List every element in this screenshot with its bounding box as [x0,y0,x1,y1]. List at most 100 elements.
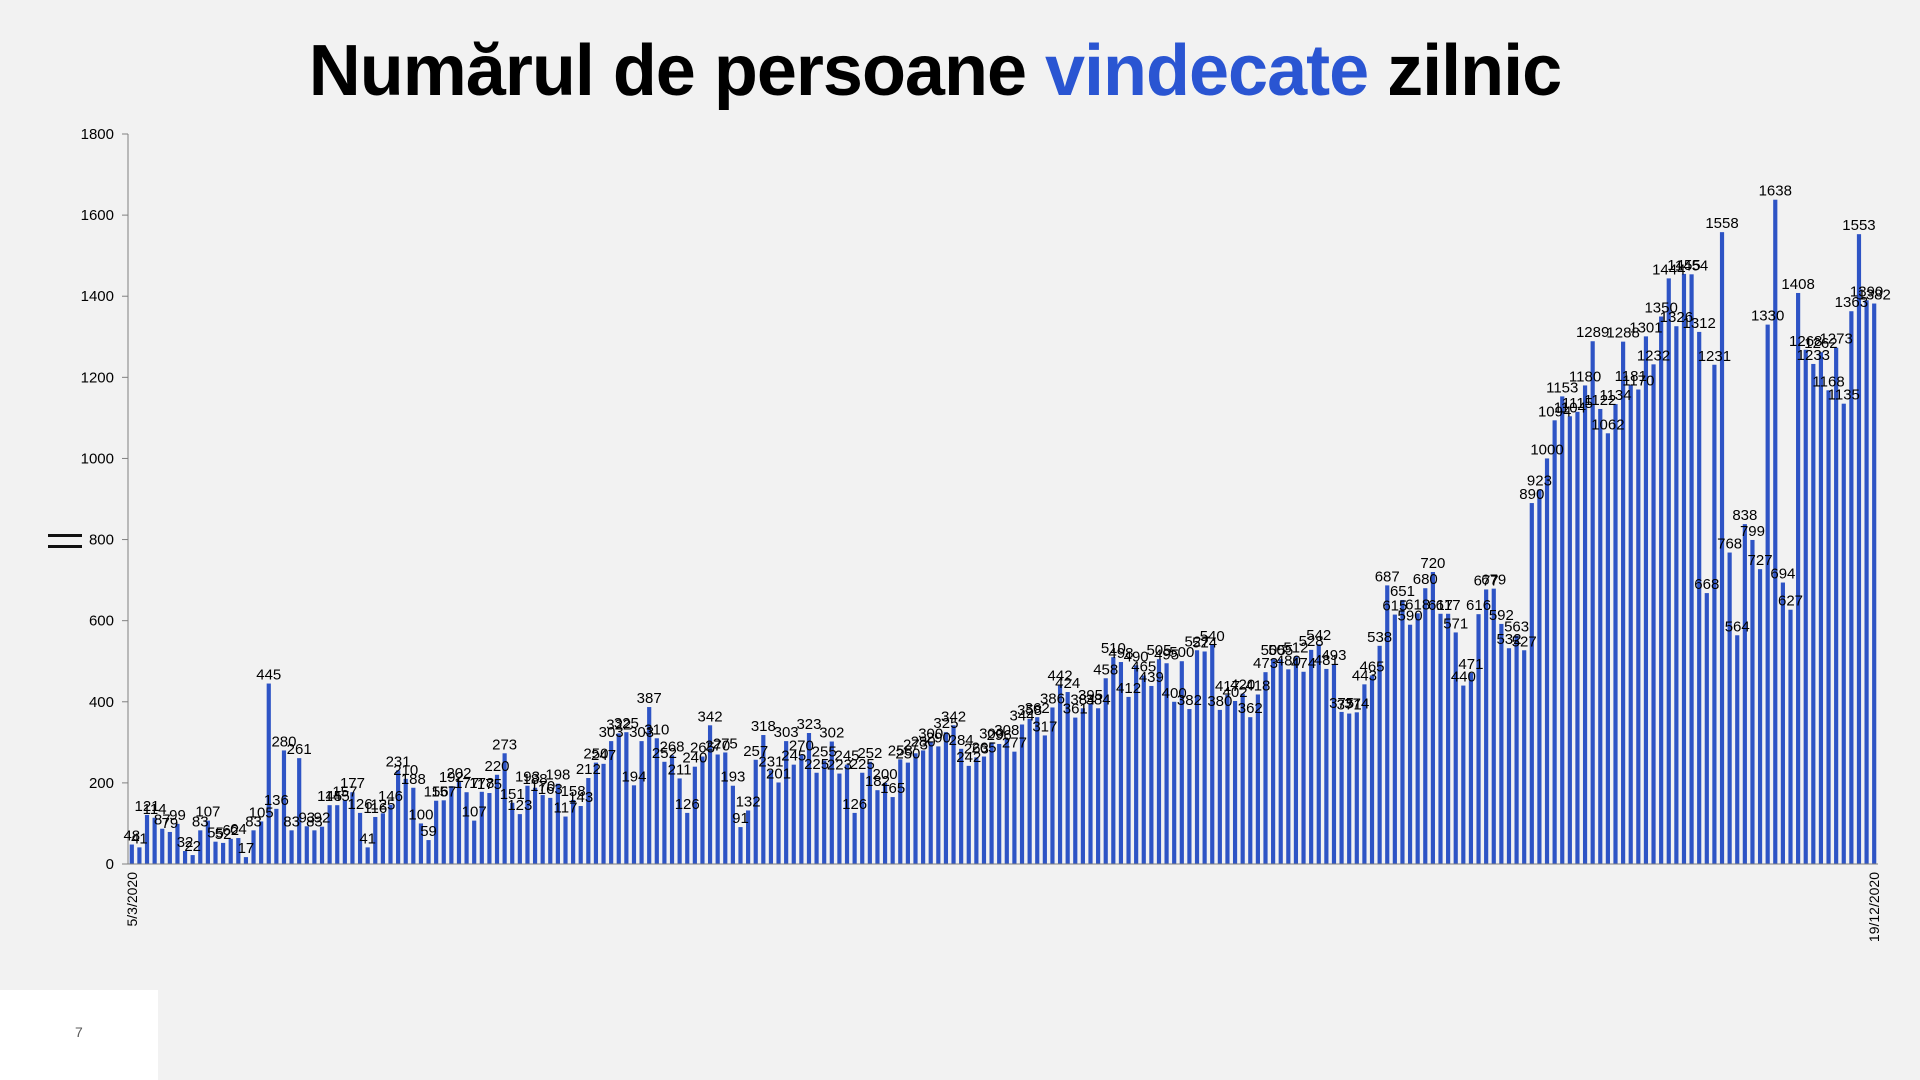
bar [1118,662,1124,864]
bar [1156,659,1162,864]
bar [1362,684,1367,864]
bar [1681,273,1687,864]
bar [1407,624,1413,864]
bar [806,733,812,864]
page-title: Numărul de persoane vindecate zilnic [0,30,1870,112]
bar [1210,645,1215,864]
data-label: 528 [1299,633,1324,650]
bar [479,791,484,864]
data-label: 290 [926,729,951,746]
data-label: 64 [230,821,247,838]
data-label: 322 [606,716,631,733]
data-label: 384 [1086,691,1111,708]
bar [1141,675,1146,864]
bar [1522,650,1527,864]
bar [1301,671,1306,864]
data-label: 145 [325,788,350,805]
bar [662,761,667,864]
bar [1735,635,1740,864]
data-label: 498 [1108,645,1133,662]
bar [860,772,865,864]
bar [563,816,568,864]
bar [1019,724,1025,864]
data-label: 1363 [1835,294,1868,311]
data-label: 616 [1466,597,1491,614]
bar [776,782,781,864]
bar [1347,713,1352,864]
bar [1065,692,1070,864]
bar [700,756,705,864]
data-label: 1408 [1781,276,1814,293]
data-label: 300 [979,725,1004,742]
bar [1415,613,1420,864]
data-label: 375 [1329,695,1354,712]
bar [1187,709,1192,864]
data-label: 439 [1139,669,1164,686]
data-label: 342 [941,708,966,725]
data-label: 107 [195,804,220,821]
bar [1369,675,1375,864]
bar [974,757,979,864]
data-label: 371 [1337,697,1362,714]
bar [1651,364,1656,864]
bar [228,838,233,864]
bar [464,792,469,864]
data-label: 255 [812,744,837,761]
data-label: 277 [1002,735,1027,752]
data-label: 395 [1078,687,1103,704]
data-label: 318 [751,718,776,735]
bar [784,741,789,864]
bar [601,763,606,864]
data-label: 83 [283,813,300,830]
bar [494,774,500,864]
bar [182,851,188,864]
bar [1309,649,1314,864]
data-label: 1115 [1562,395,1593,412]
bar [1750,539,1755,864]
bar [692,766,697,864]
bar [1697,331,1702,864]
data-label: 193 [515,769,540,786]
data-label: 303 [629,724,654,741]
bar [1240,693,1245,864]
data-label: 157 [332,783,357,800]
data-label: 1558 [1705,215,1738,232]
bar [1796,292,1801,865]
bar [1552,420,1557,864]
bar [1856,234,1862,865]
bar [624,732,629,864]
bar [517,814,522,864]
bar [867,761,872,864]
bar [654,738,659,864]
bar [281,750,287,864]
data-label: 1553 [1842,217,1875,234]
bar [1636,389,1641,864]
title-accent: vindecate [1045,31,1369,111]
bar [685,812,690,864]
data-label: 83 [245,813,262,830]
bar [1423,588,1428,864]
bar [1232,700,1238,864]
data-label: 1181 [1615,368,1647,385]
bar [723,752,728,864]
data-label: 418 [1245,677,1270,694]
y-tick-label: 1200 [81,369,114,386]
data-label: 412 [1116,680,1141,697]
data-label: 93 [298,809,315,826]
data-label: 1312 [1683,315,1716,332]
bar [951,725,956,864]
data-label: 465 [1360,658,1385,675]
bar [380,813,385,864]
data-label: 146 [378,788,403,805]
bar [943,732,949,864]
y-tick-label: 1600 [81,207,114,224]
y-tick-label: 1400 [81,288,114,305]
bar [913,753,918,864]
data-label: 273 [492,736,517,753]
data-label: 188 [523,771,548,788]
bar [1742,524,1747,864]
bar [898,759,903,864]
bar [890,797,895,864]
data-label: 1094 [1538,403,1571,420]
data-label: 177 [454,775,479,792]
